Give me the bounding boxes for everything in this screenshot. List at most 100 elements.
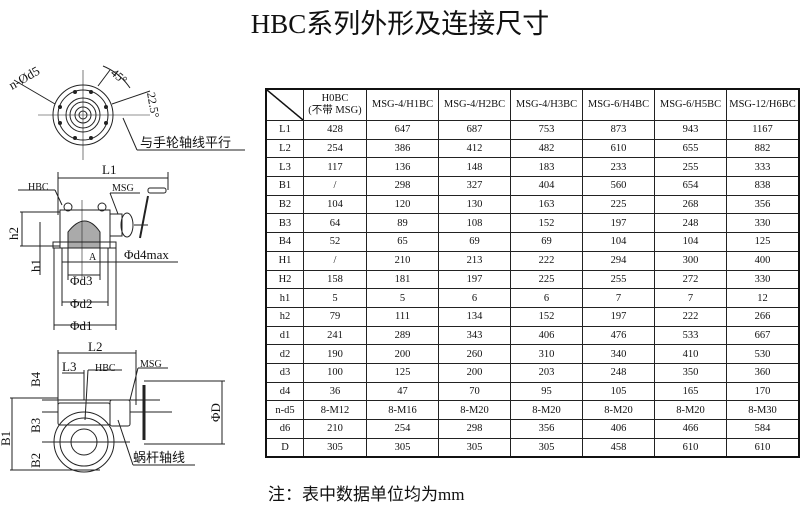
label-L2: L2 bbox=[88, 339, 102, 354]
table-row: D 305 305 305 305 458 610 610 bbox=[265, 437, 800, 458]
table-cell: 289 bbox=[366, 325, 439, 346]
table-cell: 163 bbox=[510, 194, 583, 215]
table-cell: 298 bbox=[366, 176, 439, 196]
table-cell: 120 bbox=[366, 194, 439, 215]
table-cell: 36 bbox=[303, 381, 367, 402]
table-row: d4 36 47 70 95 105 165 170 bbox=[265, 381, 800, 402]
table-cell: 89 bbox=[366, 213, 439, 234]
plan-view bbox=[10, 350, 225, 473]
label-h2: h2 bbox=[6, 227, 21, 240]
table-cell: 200 bbox=[366, 344, 439, 364]
side-view bbox=[18, 172, 178, 330]
table-cell: 104 bbox=[654, 232, 727, 252]
table-cell: 8-M20 bbox=[438, 400, 511, 420]
table-cell: 386 bbox=[366, 138, 439, 159]
table-cell: 882 bbox=[726, 138, 800, 159]
table-row: h2 79 111 134 152 197 222 266 bbox=[265, 306, 800, 327]
table-cell: 476 bbox=[582, 325, 655, 346]
row-label: d1 bbox=[265, 325, 304, 346]
row-label: H1 bbox=[265, 250, 304, 271]
table-cell: 406 bbox=[582, 419, 655, 439]
table-row: d3 100 125 200 203 248 350 360 bbox=[265, 362, 800, 383]
label-parallel: 与手轮轴线平行 bbox=[140, 135, 231, 150]
table-cell: 64 bbox=[303, 213, 367, 234]
column-header: MSG-4/H1BC bbox=[366, 88, 439, 121]
table-cell: 305 bbox=[303, 437, 367, 458]
label-MSG-plan: MSG bbox=[140, 359, 162, 370]
table-cell: 943 bbox=[654, 120, 727, 140]
label-n-d5: n-Ød5 bbox=[6, 63, 42, 93]
row-label: B4 bbox=[265, 232, 304, 252]
table-cell: 6 bbox=[438, 288, 511, 308]
table-cell: 203 bbox=[510, 362, 583, 383]
dimension-drawings: n-Ød5 45° 22.5° 与手轮轴线平行 L1 HBC MSG h2 h1… bbox=[0, 63, 245, 473]
table-cell: 260 bbox=[438, 344, 511, 364]
table-cell: 69 bbox=[510, 232, 583, 252]
table-cell: 6 bbox=[510, 288, 583, 308]
table-row: H2 158 181 197 225 255 272 330 bbox=[265, 269, 800, 290]
table-cell: 255 bbox=[654, 157, 727, 178]
table-cell: 197 bbox=[582, 306, 655, 327]
table-cell: 330 bbox=[726, 269, 800, 290]
table-cell: 148 bbox=[438, 157, 511, 178]
table-cell: 654 bbox=[654, 176, 727, 196]
table-cell: 404 bbox=[510, 176, 583, 196]
table-cell: 350 bbox=[654, 362, 727, 383]
table-cell: 170 bbox=[726, 381, 800, 402]
table-cell: 655 bbox=[654, 138, 727, 159]
table-cell: / bbox=[303, 250, 367, 271]
table-cell: 305 bbox=[510, 437, 583, 458]
table-cell: 95 bbox=[510, 381, 583, 402]
table-cell: 8-M20 bbox=[654, 400, 727, 420]
table-cell: 197 bbox=[438, 269, 511, 290]
table-row: B1/298 327 404 560 654 838 bbox=[265, 176, 800, 196]
table-cell: 410 bbox=[654, 344, 727, 364]
label-L1: L1 bbox=[102, 162, 116, 177]
table-cell: 333 bbox=[726, 157, 800, 178]
row-label: L2 bbox=[265, 138, 304, 159]
table-cell: 7 bbox=[582, 288, 655, 308]
table-cell: 272 bbox=[654, 269, 727, 290]
label-d3: Φd3 bbox=[70, 273, 93, 288]
table-cell: 152 bbox=[510, 306, 583, 327]
table-cell: 52 bbox=[303, 232, 367, 252]
table-row: B2 104 120 130 163 225 268 356 bbox=[265, 194, 800, 215]
table-cell: 152 bbox=[510, 213, 583, 234]
table-cell: 873 bbox=[582, 120, 655, 140]
column-header: MSG-6/H4BC bbox=[582, 88, 655, 121]
table-cell: 458 bbox=[582, 437, 655, 458]
table-cell: 104 bbox=[303, 194, 367, 215]
table-cell: 100 bbox=[303, 362, 367, 383]
table-cell: 255 bbox=[582, 269, 655, 290]
table-cell: 225 bbox=[510, 269, 583, 290]
table-row: h1 5 5 6 6 7 7 12 bbox=[265, 288, 800, 308]
column-header: MSG-4/H3BC bbox=[510, 88, 583, 121]
table-cell: 8-M12 bbox=[303, 400, 367, 420]
table-cell: 222 bbox=[654, 306, 727, 327]
table-cell: 8-M16 bbox=[366, 400, 439, 420]
table-cell: 327 bbox=[438, 176, 511, 196]
table-cell: 136 bbox=[366, 157, 439, 178]
table-cell: 305 bbox=[366, 437, 439, 458]
table-cell: 687 bbox=[438, 120, 511, 140]
table-row: n-d5 8-M12 8-M16 8-M20 8-M20 8-M20 8-M20 8-M30 bbox=[265, 400, 800, 420]
row-label: H2 bbox=[265, 269, 304, 290]
table-cell: 343 bbox=[438, 325, 511, 346]
table-cell: 111 bbox=[366, 306, 439, 327]
table-cell: 79 bbox=[303, 306, 367, 327]
table-row: B3 64 89 108 152 197 248 330 bbox=[265, 213, 800, 234]
table-cell: 305 bbox=[438, 437, 511, 458]
table-cell: 104 bbox=[582, 232, 655, 252]
table-cell: 105 bbox=[582, 381, 655, 402]
table-cell: 428 bbox=[303, 120, 367, 140]
corner-cell bbox=[265, 88, 304, 121]
table-cell: 300 bbox=[654, 250, 727, 271]
label-HBC-side: HBC bbox=[28, 182, 49, 193]
table-cell: 130 bbox=[438, 194, 511, 215]
table-cell: 412 bbox=[438, 138, 511, 159]
table-cell: 165 bbox=[654, 381, 727, 402]
table-cell: 610 bbox=[726, 437, 800, 458]
table-cell: 356 bbox=[510, 419, 583, 439]
table-cell: 610 bbox=[582, 138, 655, 159]
row-label: D bbox=[265, 437, 304, 458]
